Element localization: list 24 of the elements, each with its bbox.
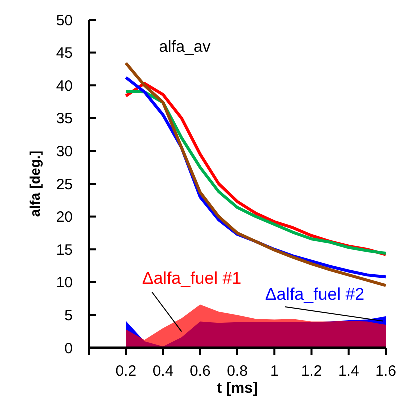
y-tick-label: 20 — [56, 209, 73, 226]
x-tick-label: 1.6 — [376, 363, 396, 380]
y-tick-label: 25 — [56, 176, 73, 194]
x-tick-label: 1.4 — [338, 363, 360, 380]
annotation: alfa_av — [159, 39, 211, 56]
y-axis-title: alfa [deg.] — [27, 150, 43, 218]
y-tick-label: 40 — [56, 78, 73, 95]
y-tick-label: 50 — [56, 12, 73, 30]
x-tick-label: 1.2 — [301, 363, 322, 380]
x-tick-label: 0.4 — [152, 363, 174, 380]
y-tick-label: 10 — [56, 274, 73, 292]
y-tick-label: 45 — [56, 45, 73, 62]
x-axis-title: t [ms] — [217, 380, 258, 397]
series-label: Δalfa_fuel #2 — [265, 285, 365, 304]
series-label: Δalfa_fuel #1 — [142, 269, 242, 288]
x-tick-label: 1 — [270, 363, 279, 380]
x-tick-label: 0.6 — [190, 363, 211, 380]
y-tick-label: 30 — [56, 143, 73, 160]
y-tick-label: 0 — [64, 340, 73, 358]
y-tick-label: 15 — [56, 242, 73, 259]
y-tick-label: 35 — [56, 110, 73, 128]
y-tick-label: 5 — [64, 307, 73, 324]
x-tick-label: 0.8 — [227, 363, 248, 380]
x-tick-label: 0.2 — [116, 363, 137, 380]
